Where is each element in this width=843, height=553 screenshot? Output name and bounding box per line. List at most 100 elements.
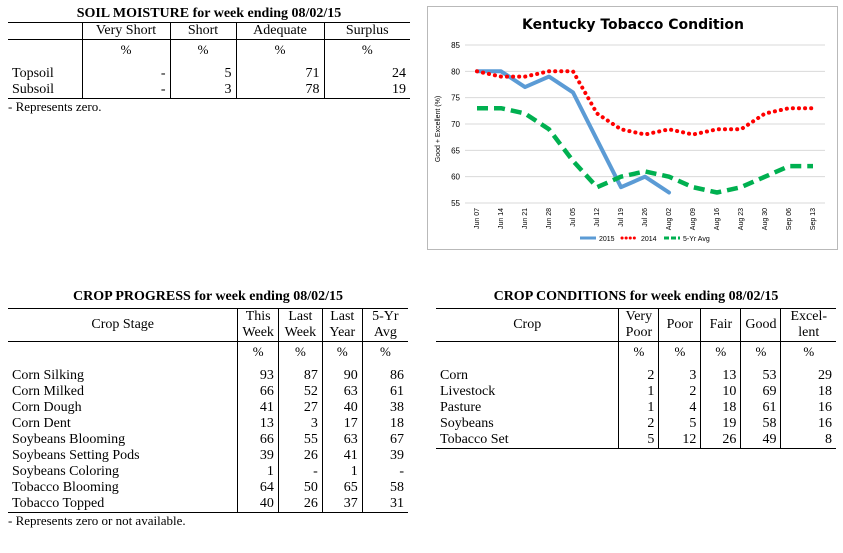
row-label: Tobacco Blooming <box>12 480 119 495</box>
cell: 64 <box>237 480 279 496</box>
cell: 31 <box>361 496 408 513</box>
cell: 2 <box>618 416 659 432</box>
col-very-poor: Very Poor <box>618 308 659 342</box>
table-row: Soybeans Coloring 1-1- <box>8 464 408 480</box>
y-tick-label: 65 <box>451 146 460 155</box>
col-good: Good <box>740 308 781 342</box>
cell: 18 <box>361 416 408 432</box>
cell: 63 <box>321 384 363 400</box>
x-tick-label: Jul 05 <box>570 208 577 227</box>
cell: 66 <box>237 384 279 400</box>
col-last-year: Last Year <box>321 308 363 342</box>
legend-label: 5-Yr Avg <box>683 236 710 243</box>
table-row: Topsoil - 5 71 24 <box>8 66 410 82</box>
y-tick-label: 75 <box>451 94 460 103</box>
row-label: Corn <box>440 368 468 383</box>
soil-header-row: Very Short Short Adequate Surplus <box>8 22 410 40</box>
cell: 78 <box>235 82 324 99</box>
row-label: Topsoil <box>12 66 54 81</box>
conditions-rows: Corn 2 3 13 53 29 Livestock 1 2 10 69 18 Pasture 1 4 18… <box>436 368 836 449</box>
crop-conditions-section: CROP CONDITIONS for week ending 08/02/15… <box>436 289 836 449</box>
row-label: Tobacco Set <box>436 432 619 449</box>
unit: % <box>658 341 701 362</box>
cell: - <box>81 82 170 99</box>
progress-rows: Corn Silking 93 87 90 86 Corn Milked 66 52 63 61 C… <box>8 368 408 513</box>
x-tick-label: Aug 02 <box>666 208 673 230</box>
cell: 87 <box>277 368 323 384</box>
cell: 52 <box>277 384 323 400</box>
cell: 16 <box>780 400 836 416</box>
header-line: Poor <box>625 325 653 340</box>
y-tick-label: 70 <box>451 120 460 129</box>
x-tick-label: Aug 09 <box>690 208 697 230</box>
cell: 18 <box>780 384 836 400</box>
row-label: Soybeans Blooming <box>12 432 126 447</box>
cell: 12 <box>658 432 701 449</box>
unit: % <box>321 341 363 362</box>
col-fair: Fair <box>700 308 741 342</box>
unit: % <box>700 341 741 362</box>
cell: 26 <box>700 432 741 449</box>
y-axis-label: Good + Excellent (%) <box>435 96 442 162</box>
row-label: Corn Dough <box>12 400 82 415</box>
unit: % <box>81 39 170 60</box>
cell: 58 <box>740 416 781 432</box>
row-label: Soybeans Setting Pods <box>12 448 140 463</box>
cell: 67 <box>361 432 408 448</box>
cell: 5 <box>169 66 236 82</box>
table-row: Tobacco Set 5 12 26 49 8 <box>436 432 836 449</box>
cell: 86 <box>361 368 408 384</box>
cell: 93 <box>237 368 279 384</box>
cell: 18 <box>700 400 741 416</box>
x-tick-label: Jul 26 <box>642 208 649 227</box>
tobacco-condition-chart: Kentucky Tobacco Condition Good + Excell… <box>427 6 838 250</box>
series-lines <box>475 69 815 195</box>
table-row: Pasture 1 4 18 61 16 <box>436 400 836 416</box>
progress-note: - Represents zero or not available. <box>8 513 186 528</box>
grid <box>465 44 825 204</box>
unit: % <box>237 341 279 362</box>
cell: 24 <box>323 66 410 82</box>
crop-conditions-table: Crop Very Poor Poor Fair Good Excel-lent … <box>436 308 836 449</box>
x-tick-label: Jun 14 <box>498 208 505 229</box>
cell: 69 <box>740 384 781 400</box>
col-this-week: This Week <box>237 308 279 342</box>
cell: 71 <box>235 66 324 82</box>
crop-conditions-title: CROP CONDITIONS for week ending 08/02/15 <box>493 289 779 304</box>
header-line: Excel- <box>790 309 827 324</box>
cell: 38 <box>361 400 408 416</box>
cell: 8 <box>780 432 836 449</box>
col-last-week: Last Week <box>277 308 323 342</box>
table-row: Soybeans Setting Pods 39 26 41 39 <box>8 448 408 464</box>
table-row: Livestock 1 2 10 69 18 <box>436 384 836 400</box>
cell: 37 <box>321 496 363 513</box>
col-crop: Crop <box>436 308 619 342</box>
x-tick-label: Sep 06 <box>786 208 793 230</box>
table-row: Corn Dough 41 27 40 38 <box>8 400 408 416</box>
cell: 3 <box>277 416 323 432</box>
table-row: Soybeans Blooming 66 55 63 67 <box>8 432 408 448</box>
x-tick-label: Jun 28 <box>546 208 553 229</box>
row-label: Livestock <box>440 384 496 399</box>
table-row: Soybeans 2 5 19 58 16 <box>436 416 836 432</box>
soil-units-row: % % % % <box>8 39 410 60</box>
table-row: Tobacco Blooming 64 50 65 58 <box>8 480 408 496</box>
crop-progress-table: Crop Stage This Week Last Week Last Year 5-… <box>8 308 408 513</box>
row-label: Soybeans <box>440 416 494 431</box>
col-5yr-avg: 5-Yr Avg <box>361 308 408 342</box>
col-crop-stage: Crop Stage <box>8 308 238 342</box>
table-row: Corn Dent 13 3 17 18 <box>8 416 408 432</box>
y-tick-labels: 55 60 65 70 75 80 85 <box>451 41 460 208</box>
y-tick-label: 85 <box>451 41 460 50</box>
header-line: Week <box>284 325 317 340</box>
row-label: Soybeans Coloring <box>12 464 119 479</box>
row-label: Subsoil <box>8 82 82 99</box>
cell: 39 <box>237 448 279 464</box>
cell: 1 <box>321 464 363 480</box>
cell: 4 <box>658 400 701 416</box>
x-tick-labels: Jun 07 Jun 14 Jun 21 Jun 28 Jul 05 Jul 12 Jul … <box>474 208 817 230</box>
cell: 40 <box>321 400 363 416</box>
unit: % <box>169 39 236 60</box>
cell: 5 <box>618 432 659 449</box>
x-tick-label: Jul 12 <box>594 208 601 227</box>
